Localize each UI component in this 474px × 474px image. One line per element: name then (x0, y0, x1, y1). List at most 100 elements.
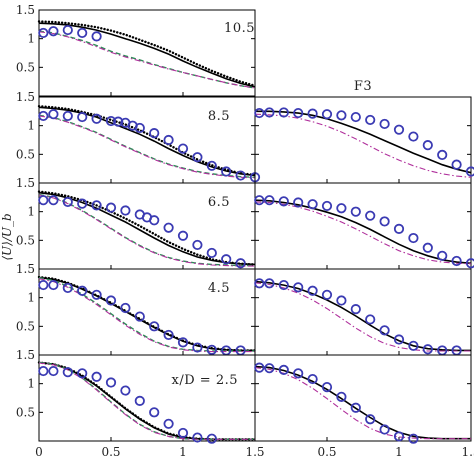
experimental-marker (48, 279, 59, 291)
profile-line-solid (254, 280, 471, 352)
experimental-marker (62, 110, 73, 122)
experimental-marker (293, 197, 304, 208)
experimental-marker (38, 27, 49, 39)
experimental-marker (105, 377, 117, 388)
experimental-marker (393, 431, 405, 442)
experimental-marker (206, 433, 217, 444)
experimental-marker (350, 402, 361, 413)
experimental-marker (48, 26, 59, 37)
experimental-marker (134, 311, 145, 322)
experimental-marker (120, 302, 131, 314)
experimental-marker (254, 278, 265, 289)
experimental-marker (254, 362, 265, 373)
profile-line-solid (255, 110, 472, 174)
profile-line-dashdot (38, 31, 256, 89)
experimental-marker (91, 200, 102, 211)
experimental-marker (393, 334, 405, 345)
profile-line-dashdot (38, 278, 255, 353)
experimental-marker (177, 427, 189, 439)
experimental-marker (120, 385, 131, 396)
experimental-marker (336, 110, 347, 121)
experimental-marker (408, 433, 419, 444)
y-tick-label: 0.5 (16, 405, 35, 419)
experimental-marker (321, 382, 333, 393)
experimental-marker (105, 295, 117, 306)
experimental-marker (379, 325, 390, 336)
experimental-marker (379, 118, 390, 130)
profile-line-solid (38, 22, 256, 88)
experimental-marker (321, 200, 333, 212)
y-tick-label: 1.5 (16, 90, 35, 104)
experimental-marker (177, 337, 189, 348)
experimental-marker (206, 160, 217, 171)
profile-line-dashdot (38, 194, 255, 267)
experimental-marker (38, 110, 49, 122)
experimental-marker (451, 159, 462, 170)
y-axis-label: ⟨U⟩/U_b (0, 213, 14, 260)
experimental-marker (120, 205, 131, 216)
experimental-marker (393, 124, 405, 135)
experimental-marker (307, 373, 318, 385)
experimental-marker (149, 128, 160, 139)
experimental-marker (451, 255, 462, 267)
y-tick-label: 1 (27, 119, 35, 133)
panel-left-row3: 0.5 1 1.5 6.5 (16, 176, 257, 270)
experimental-marker (177, 230, 189, 241)
experimental-marker (264, 363, 275, 374)
experimental-marker (235, 258, 246, 269)
profile-line-dashed (38, 30, 256, 89)
profile-line-dotted (37, 20, 257, 87)
y-tick-label: 1.5 (16, 348, 35, 362)
panel-right-row5: 0.5 1 1.5 (254, 354, 474, 459)
y-tick-label: 1.5 (16, 3, 35, 17)
panel-left-row4: 0.5 1 1.5 4.5 (16, 262, 257, 356)
experimental-marker (393, 223, 405, 234)
experimental-marker (192, 342, 203, 353)
experimental-marker (422, 140, 433, 151)
experimental-marker (91, 113, 102, 124)
station-label: x/D = 2.5 (172, 373, 238, 388)
profile-line-dashdot (254, 201, 472, 265)
panels-layer: 0.511.510.50.511.58.50.511.56.50.511.54.… (16, 3, 474, 459)
experimental-marker (278, 196, 289, 207)
y-tick-label: 1 (27, 32, 35, 46)
experimental-marker (278, 107, 289, 118)
experimental-marker (221, 254, 232, 265)
experimental-marker (149, 215, 160, 226)
experimental-marker (62, 282, 73, 294)
experimental-marker (77, 27, 88, 39)
x-tick-label: 1 (179, 445, 187, 459)
x-tick-label: 1 (395, 445, 403, 459)
experimental-marker (379, 216, 390, 227)
experimental-marker (350, 111, 361, 123)
experimental-marker (437, 250, 448, 261)
experimental-marker (134, 122, 145, 134)
experimental-marker (62, 196, 73, 208)
profile-line-dotted (37, 190, 257, 266)
experimental-marker (408, 232, 419, 244)
experimental-marker (350, 206, 361, 217)
experimental-marker (350, 304, 361, 315)
experimental-marker (177, 143, 189, 154)
experimental-marker (62, 367, 73, 378)
profile-line-solid (254, 199, 472, 265)
experimental-marker (38, 195, 49, 206)
experimental-marker (254, 107, 265, 119)
profile-line-dashdot (38, 362, 255, 440)
panel-frame (254, 354, 472, 442)
experimental-marker (206, 344, 217, 355)
y-tick-label: 1.5 (16, 176, 35, 190)
profile-line-dotted (37, 105, 257, 177)
experimental-marker (192, 152, 203, 163)
experimental-marker (62, 24, 73, 36)
experimental-marker (38, 279, 49, 291)
experimental-marker (465, 258, 474, 269)
station-label: 10.5 (224, 21, 255, 36)
profile-line-dashdot (254, 282, 471, 352)
experimental-marker (336, 203, 347, 214)
y-tick-label: 0.5 (16, 319, 35, 333)
y-tick-label: 0.5 (16, 147, 35, 161)
x-tick-label: 0 (35, 445, 43, 459)
experimental-marker (321, 289, 333, 300)
